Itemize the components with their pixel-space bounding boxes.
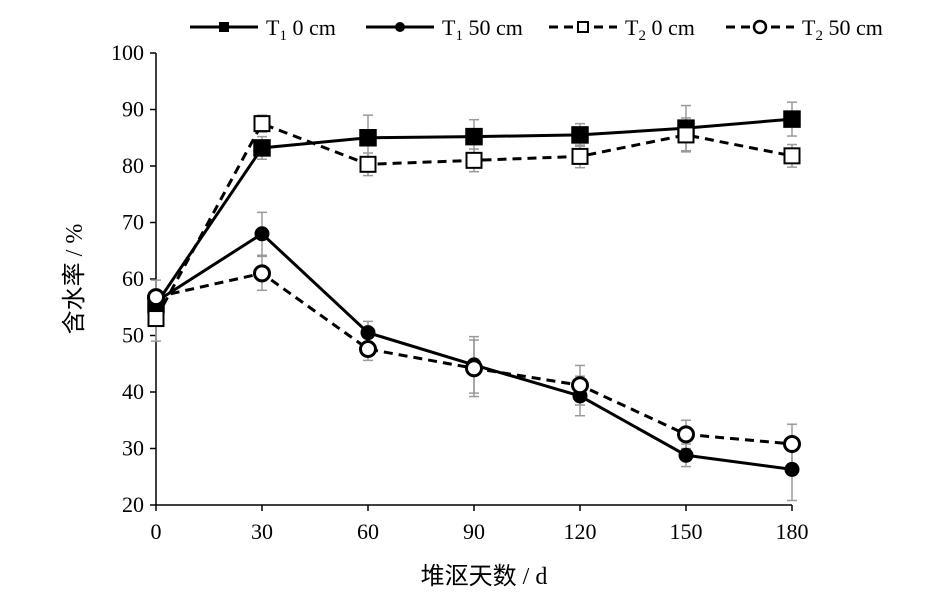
x-tick-label: 150 — [670, 519, 703, 544]
y-axis-title: 含水率 / % — [61, 224, 88, 335]
legend-marker-open-square — [577, 21, 589, 33]
marker-filled-circle — [360, 325, 376, 341]
y-tick-label: 70 — [122, 210, 144, 235]
marker-filled-square — [783, 110, 801, 128]
marker-open-circle — [253, 264, 271, 283]
marker-open-square — [359, 155, 377, 173]
marker-filled-square — [571, 126, 589, 144]
legend-label-1: T1 0 cm — [266, 15, 336, 44]
legend-marker-filled-circle — [395, 22, 405, 32]
x-tick-label: 60 — [357, 519, 379, 544]
x-tick-label: 180 — [776, 519, 809, 544]
y-tick-label: 30 — [122, 436, 144, 461]
marker-open-square — [677, 126, 695, 144]
legend-label-4: T2 50 cm — [802, 15, 883, 44]
y-tick-label: 20 — [122, 492, 144, 517]
marker-filled-square — [465, 127, 483, 146]
y-tick-label: 40 — [122, 379, 144, 404]
x-tick-label: 120 — [564, 519, 597, 544]
marker-open-square — [465, 151, 483, 169]
marker-filled-circle — [254, 226, 270, 242]
y-tick-label: 50 — [122, 323, 144, 348]
x-tick-label: 0 — [151, 519, 162, 544]
marker-open-circle — [465, 359, 483, 378]
legend-label-2: T1 50 cm — [442, 15, 523, 44]
marker-filled-square — [253, 139, 271, 157]
legend-marker-filled-square — [219, 22, 229, 32]
y-tick-label: 80 — [122, 153, 144, 178]
marker-filled-square — [359, 129, 377, 147]
x-tick-label: 30 — [251, 519, 273, 544]
series-markers — [147, 110, 801, 477]
legend: T1 0 cm T1 50 cm T2 0 cm T2 50 cm — [190, 15, 883, 44]
axes: 20 30 40 50 60 70 80 90 100 0 30 60 90 120 150 180 — [111, 40, 809, 544]
y-tick-label: 90 — [122, 97, 144, 122]
marker-open-circle — [677, 425, 695, 444]
marker-open-circle — [783, 434, 801, 453]
marker-open-circle — [571, 376, 589, 395]
y-tick-label: 100 — [111, 40, 144, 65]
legend-label-3: T2 0 cm — [625, 15, 695, 44]
marker-open-square — [147, 310, 165, 328]
marker-filled-circle — [678, 447, 694, 463]
x-tick-label: 90 — [463, 519, 485, 544]
marker-open-square — [571, 147, 589, 165]
marker-open-square — [783, 147, 801, 165]
marker-filled-circle — [784, 461, 800, 477]
marker-open-circle — [147, 288, 165, 307]
y-tick-label: 60 — [122, 266, 144, 291]
x-axis-title: 堆沤天数 / d — [421, 563, 548, 590]
marker-open-square — [253, 115, 271, 133]
marker-open-circle — [359, 340, 377, 359]
legend-marker-open-circle — [752, 19, 768, 35]
